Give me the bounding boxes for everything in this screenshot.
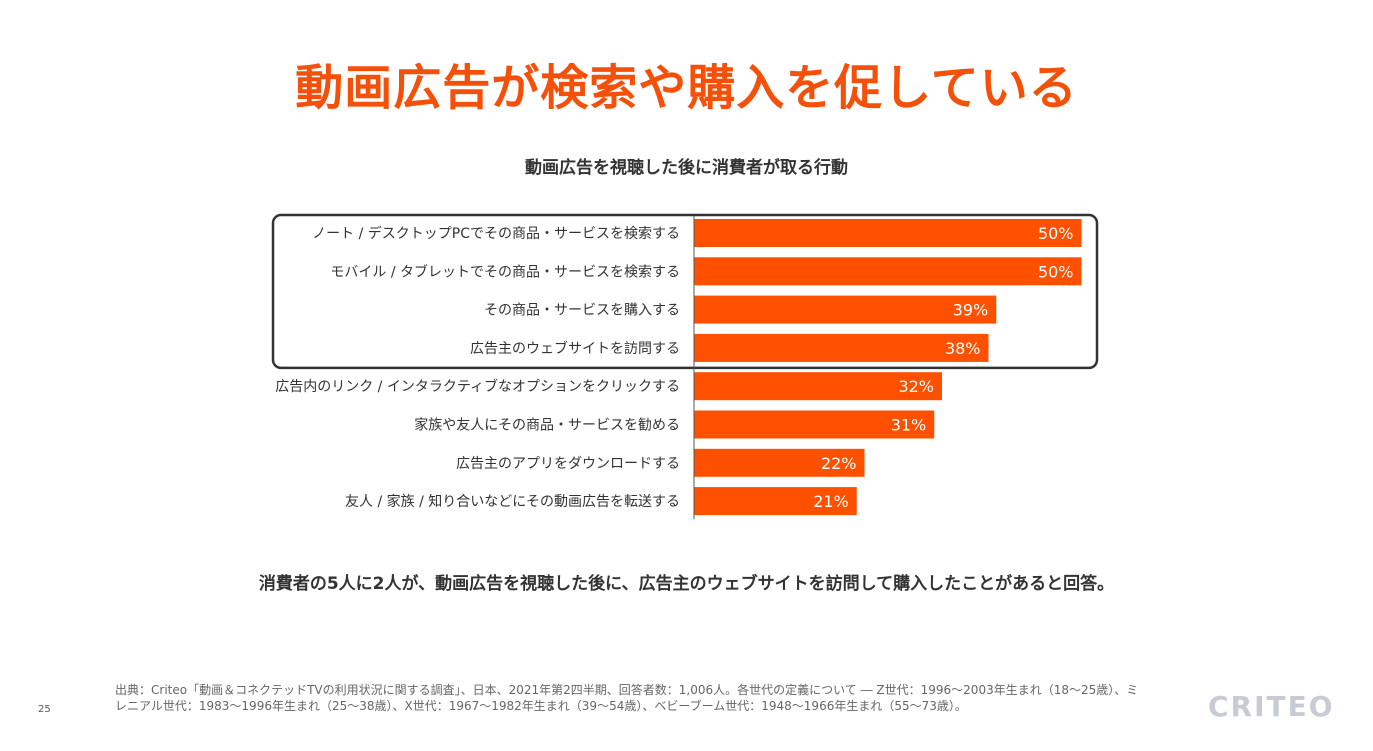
category-label: その商品・サービスを購入する (484, 303, 680, 319)
bar (694, 487, 857, 516)
bar (694, 257, 1082, 286)
value-label: 31% (891, 416, 927, 435)
bar (694, 295, 997, 324)
category-label: 広告主のウェブサイトを訪問する (470, 340, 680, 357)
value-label: 22% (821, 454, 857, 473)
value-label: 39% (953, 301, 989, 320)
category-label: 友人 / 家族 / 知り合いなどにその動画広告を転送する (345, 493, 680, 510)
bar (694, 410, 935, 439)
value-label: 21% (813, 492, 849, 511)
category-label: ノート / デスクトップPCでその商品・サービスを検索する (312, 225, 680, 242)
category-label: 家族や友人にその商品・サービスを勧める (414, 417, 680, 434)
criteo-logo: CRITEO (1208, 690, 1335, 723)
summary-text: 消費者の5人に2人が、動画広告を視聴した後に、広告主のウェブサイトを訪問して購入… (258, 574, 1115, 594)
value-label: 38% (945, 339, 981, 358)
value-label: 32% (898, 377, 934, 396)
bar-chart: ノート / デスクトップPCでその商品・サービスを検索する 50% モバイル / タ… (271, 213, 1099, 520)
category-label: 広告内のリンク / インタラクティブなオプションをクリックする (275, 378, 680, 395)
value-label: 50% (1038, 224, 1074, 243)
bar (694, 333, 989, 362)
bar (694, 219, 1082, 247)
category-label: モバイル / タブレットでその商品・サービスを検索する (330, 263, 680, 280)
highlight-box (271, 213, 1099, 370)
chart-title: 動画広告を視聴した後に消費者が取る行動 (525, 158, 848, 178)
category-label: 広告主のアプリをダウンロードする (456, 456, 680, 472)
slide-title: 動画広告が検索や購入を促している (295, 60, 1078, 116)
bar (694, 372, 942, 401)
value-label: 50% (1038, 262, 1074, 281)
source-note: 出典：Criteo「動画＆コネクテッドTVの利用状況に関する調査」、日本、202… (115, 683, 1139, 713)
page-number: 25 (38, 704, 51, 715)
bar (694, 448, 865, 477)
